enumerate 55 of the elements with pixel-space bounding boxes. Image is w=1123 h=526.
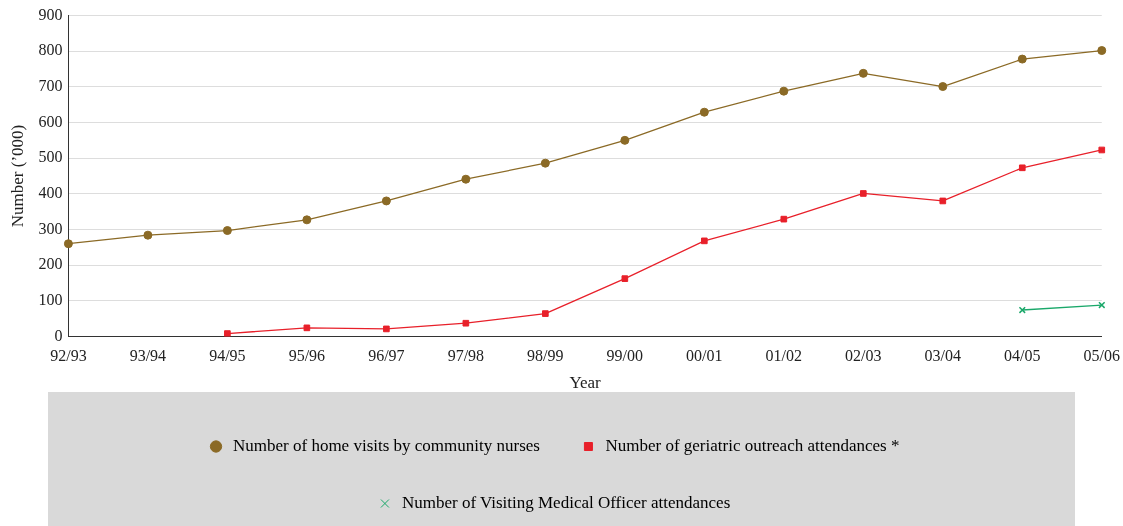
point (701, 237, 708, 245)
point (540, 158, 550, 168)
y-tick-label: 400 (38, 184, 63, 202)
point (302, 215, 312, 225)
point (222, 226, 232, 236)
y-tick-label: 600 (38, 112, 63, 130)
x-tick-label: 03/04 (924, 347, 962, 365)
point (620, 135, 630, 145)
point (1097, 46, 1107, 56)
legend-label: Number of home visits by community nurses (233, 435, 540, 455)
point (381, 196, 391, 206)
point (780, 215, 788, 223)
x-tick-label: 00/01 (686, 347, 723, 365)
point (1018, 164, 1026, 172)
x-tick-label: 92/93 (50, 347, 87, 365)
legend-label: Number of geriatric outreach attendances * (605, 435, 900, 455)
x-tick-label: 05/06 (1083, 347, 1120, 365)
x-tick-label: 97/98 (447, 347, 485, 365)
point (224, 330, 231, 337)
point (938, 82, 948, 92)
y-tick-label: 300 (38, 219, 63, 237)
y-tick-label: 500 (38, 148, 63, 166)
point (621, 275, 629, 282)
x-axis-title: Year (569, 373, 602, 393)
point (462, 319, 470, 327)
x-tick-label: 96/97 (368, 347, 405, 365)
y-tick-label: 100 (38, 290, 63, 308)
x-tick-label: 95/96 (288, 347, 326, 365)
y-tick-label: 700 (38, 77, 63, 95)
x-tick-label: 04/05 (1004, 347, 1041, 365)
y-tick-label: 200 (38, 255, 63, 273)
y-tick-label: 800 (38, 41, 63, 59)
point (779, 86, 789, 96)
y-tick-label: 900 (38, 5, 63, 23)
point (63, 239, 73, 249)
point (143, 230, 153, 240)
point (939, 197, 947, 205)
x-tick-label: 94/95 (209, 347, 246, 365)
x-tick-label: 98/99 (527, 347, 564, 365)
x-tick-label: 01/02 (765, 347, 803, 365)
x-tick-label: 02/03 (845, 347, 882, 365)
point (383, 325, 390, 333)
point (303, 324, 311, 332)
y-tick-label: 0 (54, 326, 63, 344)
point (542, 310, 549, 317)
x-tick-label: 93/94 (129, 347, 167, 365)
x-tick-label: 99/00 (606, 347, 644, 365)
y-axis-title: Number (’000) (7, 124, 27, 228)
point (858, 68, 868, 78)
point (1017, 54, 1027, 64)
point (699, 107, 709, 117)
point (859, 190, 867, 197)
legend-label: Number of Visiting Medical Officer attendances (401, 492, 731, 512)
point (1098, 146, 1106, 154)
point (461, 174, 471, 184)
